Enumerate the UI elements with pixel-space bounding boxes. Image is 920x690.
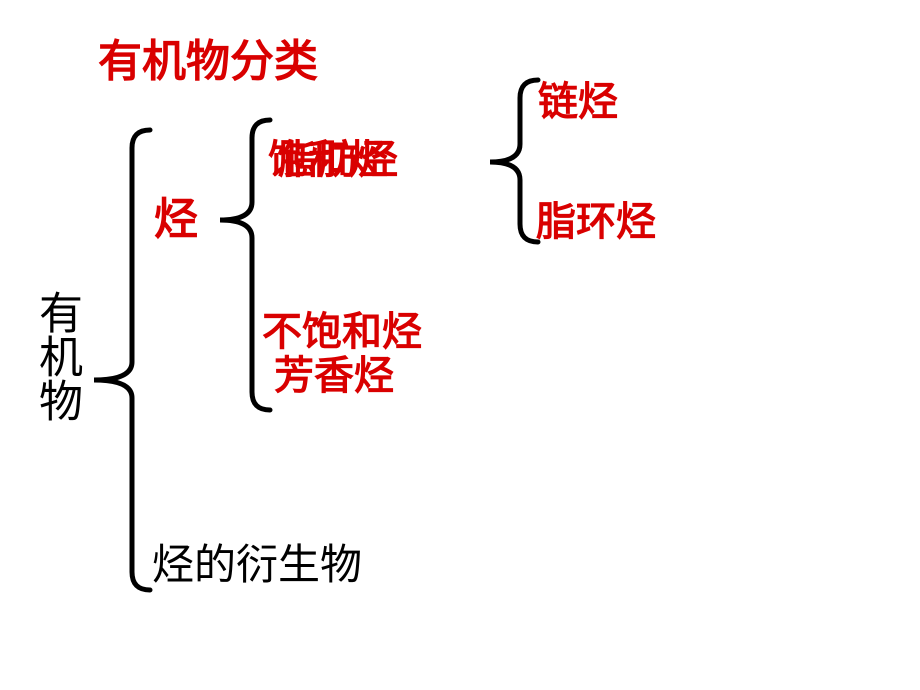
brace-sat [490, 80, 538, 242]
title-text: 有机物分类 [98, 40, 318, 84]
brace-ting [220, 120, 270, 410]
braces-layer [0, 0, 920, 690]
diagram-canvas: 有机物分类 有机物 烃 烃的衍生物 饱和烃 脂肪烃 不饱和烃 芳香烃 链烃 脂环… [0, 0, 920, 690]
label-unsaturated: 不饱和烃 [262, 312, 422, 352]
label-ting: 烃 [154, 198, 198, 242]
label-aromatic: 芳香烃 [274, 356, 394, 396]
brace-root [94, 130, 150, 590]
label-deriv: 烃的衍生物 [152, 545, 362, 587]
label-chain: 链烃 [538, 82, 618, 122]
label-root: 有机物 [34, 290, 78, 422]
label-aliphatic: 脂肪烃 [278, 140, 398, 180]
label-ring: 脂环烃 [536, 202, 656, 242]
